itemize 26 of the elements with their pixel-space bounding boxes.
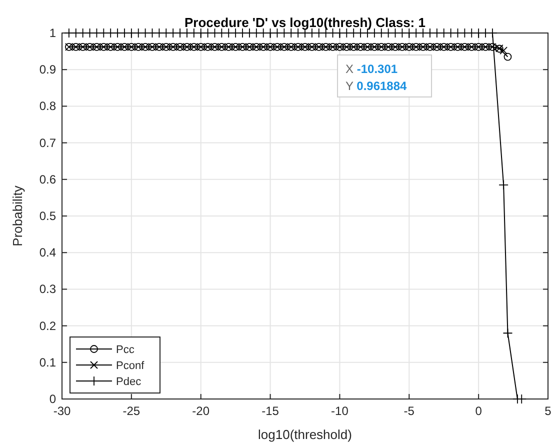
y-tick-label: 1: [49, 26, 56, 40]
y-tick-label: 0.4: [39, 246, 56, 260]
y-tick-label: 0.2: [39, 318, 56, 333]
x-tick-label: 0: [475, 404, 482, 418]
x-tick-label: -30: [53, 404, 71, 418]
y-tick-label: 0.3: [39, 282, 56, 296]
legend-label: Pcc: [116, 344, 135, 356]
chart-title: Procedure 'D' vs log10(thresh) Class: 1: [184, 15, 426, 30]
y-tick-label: 0.1: [39, 355, 56, 370]
x-axis-title: log10(threshold): [258, 427, 352, 442]
y-tick-label: 0.8: [39, 99, 56, 114]
x-tick-label: -15: [262, 404, 280, 418]
x-tick-label: 5: [544, 404, 552, 418]
y-tick-label: 0.6: [39, 172, 56, 186]
x-tick-label: -10: [331, 404, 349, 418]
legend-label: Pconf: [116, 360, 146, 372]
x-tick-label: -25: [122, 404, 140, 418]
y-tick-label: 0.5: [39, 209, 56, 223]
legend-label: Pdec: [116, 376, 142, 388]
x-tick-label: -20: [192, 404, 210, 418]
y-tick-label: 0.7: [39, 136, 56, 150]
y-axis-title: Probability: [10, 185, 25, 246]
x-tick-label: -5: [404, 404, 415, 418]
annotation: X -10.301 Y 0.961884: [346, 62, 408, 93]
y-tick-label: 0: [49, 392, 56, 406]
y-tick-label: 0.9: [39, 62, 56, 77]
